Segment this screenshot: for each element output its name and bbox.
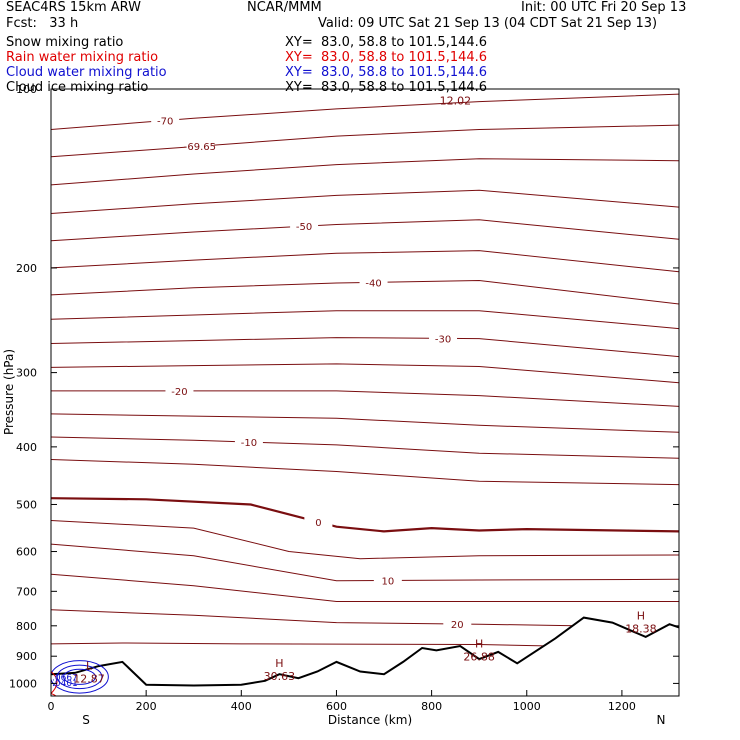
isotherm-label-bg [290,220,319,233]
isotherm-line [51,459,679,486]
cloud-water-contour [51,660,109,694]
valid-time: Valid: 09 UTC Sat 21 Sep 13 (04 CDT Sat … [318,16,658,31]
isotherm-label-bg [151,114,180,127]
y-tick-label: 100 [16,83,37,96]
institution-label: NCAR/MMM [247,0,322,15]
x-tick-label: 800 [421,700,442,713]
isotherm-label-bg [304,516,333,529]
extremum-symbol: L [86,660,93,673]
isotherm-line [51,363,679,384]
terrain-line [51,616,679,687]
isotherm-line [51,189,679,214]
extremum-symbol: H [275,657,283,670]
extremum-value: 18.38 [625,623,657,636]
extremum-symbol: H [637,610,645,623]
x-tick-label: 0 [48,700,55,713]
isotherm-label: -30 [435,334,451,345]
y-tick-label: 400 [16,441,37,454]
isotherm-line [51,124,679,158]
cloud-water-contour [56,664,103,690]
y-tick-label: 200 [16,262,37,275]
x-endpoint-left: S [82,713,90,727]
extremum-value: 30.63 [264,670,296,683]
isotherm-line [51,390,679,407]
cloud-water-label: .0401 [52,679,78,689]
rain-contour [51,671,58,696]
axis-layer: 0 200 400 600 800 1000 12001002003004005006007… [9,83,679,713]
isotherm-line [51,609,575,627]
x-axis-label: Distance (km) [328,713,412,727]
isotherm-line [51,93,679,130]
isotherm-line [51,520,679,560]
field-xy-cloud-ice: XY= 83.0, 58.8 to 101.5,144.6 [285,80,488,95]
x-tick-label: 1200 [608,700,636,713]
field-name-rain: Rain water mixing ratio [6,50,159,65]
field-name-cloud-ice: Cloud ice mixing ratio [6,80,149,95]
isotherm-line [51,573,679,602]
isotherm-label-bg [443,617,472,630]
terrain-fill [51,617,679,696]
isotherm-label: -20 [171,387,187,398]
isotherm-line [51,642,551,647]
x-tick-label: 200 [136,700,157,713]
isotherm-label: -10 [241,438,257,449]
extremum-value: 26.88 [463,651,495,664]
x-tick-label: 1000 [513,700,541,713]
plot-frame [50,88,680,697]
extremum-value: 12.02 [440,95,472,108]
cloud-water-contour [63,668,97,685]
x-tick-label: 400 [231,700,252,713]
y-tick-label: 1000 [9,677,37,690]
extremum-value: 12.87 [73,673,105,686]
isotherm-label: -50 [296,222,312,233]
terrain-layer [51,616,679,696]
y-tick-label: 600 [16,546,37,559]
isotherm-label-bg [359,276,388,289]
isotherm-line [51,497,679,533]
isotherm-label-bg [234,436,263,449]
isotherm-line [51,158,679,186]
isotherm-line [51,219,679,242]
field-xy-rain: XY= 83.0, 58.8 to 101.5,144.6 [285,50,488,65]
isotherm-line [51,310,679,330]
x-endpoint-right: N [657,713,666,727]
isotherm-label: 10 [381,577,394,588]
isotherm-line [51,436,679,459]
isotherm-label: 20 [451,620,464,631]
isotherm-line [51,337,679,358]
isotherm-line [51,543,679,582]
y-tick-label: 900 [16,650,37,663]
model-title: SEAC4RS 15km ARW [6,0,142,15]
isotherm-label: -40 [365,278,381,289]
field-name-cloud-water: Cloud water mixing ratio [6,65,167,80]
isotherm-line [51,250,679,273]
isotherm-layer: -70 -69.65 -50 -40 -30 -20 -10 0 10 20 [51,93,679,647]
isotherm-label: -69.65 [184,142,216,153]
cloud-water-layer: .0667.0401 [51,660,109,696]
y-axis-label: Pressure (hPa) [2,349,16,435]
cloud-water-label: .0667 [52,673,78,683]
isotherm-label: 0 [315,518,321,529]
extremum-symbol: H [475,638,483,651]
isotherm-label: -70 [157,117,173,128]
forecast-hour: Fcst: 33 h [6,16,79,31]
y-tick-label: 700 [16,585,37,598]
field-xy-cloud-water: XY= 83.0, 58.8 to 101.5,144.6 [285,65,488,80]
x-tick-label: 600 [326,700,347,713]
isotherm-label-bg [185,140,214,153]
isotherm-label-bg [429,332,458,345]
isotherm-label-bg [373,574,402,587]
y-tick-label: 500 [16,498,37,511]
field-xy-snow: XY= 83.0, 58.8 to 101.5,144.6 [285,35,488,50]
y-tick-label: 300 [16,367,37,380]
isotherm-label-bg [165,384,194,397]
y-tick-label: 800 [16,620,37,633]
init-time: Init: 00 UTC Fri 20 Sep 13 [521,0,687,15]
field-name-snow: Snow mixing ratio [6,35,124,50]
isotherm-line [51,279,679,305]
isotherm-line [51,413,679,433]
